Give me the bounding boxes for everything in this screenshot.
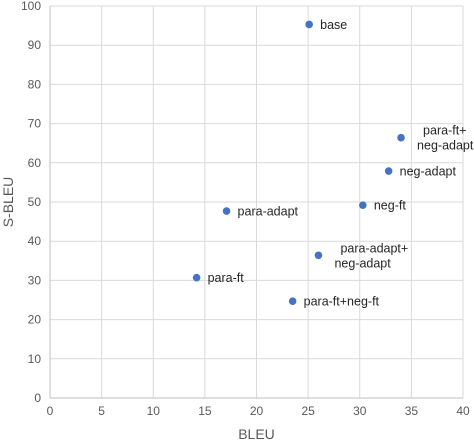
x-tick-label: 40 (456, 404, 470, 418)
data-point (397, 133, 405, 142)
grid-lines (50, 5, 464, 398)
y-tick-label: 0 (34, 391, 41, 405)
data-point (314, 251, 323, 260)
y-tick-label: 60 (28, 156, 42, 170)
data-point (192, 273, 201, 282)
x-tick-label: 15 (198, 404, 212, 418)
x-tick-label: 30 (353, 404, 367, 418)
x-tick-label: 20 (250, 404, 264, 418)
tick-labels: 0 5 10 15 20 25 30 35 40 0 10 20 30 40 50 60 70 80 90 100 (21, 0, 470, 418)
y-tick-label: 40 (28, 234, 42, 248)
data-point (384, 167, 393, 175)
axes (49, 6, 463, 399)
y-tick-label: 90 (28, 38, 42, 52)
y-tick-label: 50 (28, 195, 42, 209)
point-label: para-adapt (238, 205, 299, 219)
y-tick-label: 80 (28, 77, 42, 91)
y-axis-title: S-BLEU (0, 177, 16, 228)
y-tick-label: 10 (28, 352, 42, 366)
y-tick-label: 70 (28, 117, 42, 131)
data-points (192, 20, 405, 305)
point-label: neg-ft (374, 199, 406, 213)
point-label: para-ft+ neg-adapt (417, 124, 474, 153)
x-tick-label: 25 (301, 404, 315, 418)
point-labels: base para-ft+ neg-adapt neg-adapt neg-ft para… (208, 18, 474, 309)
point-label: neg-adapt (400, 165, 457, 179)
point-label: para-ft+neg-ft (304, 295, 380, 309)
x-tick-label: 10 (147, 404, 161, 418)
data-point (222, 207, 231, 215)
point-label: base (320, 18, 347, 32)
data-point (288, 297, 297, 305)
y-tick-label: 20 (28, 313, 42, 327)
y-tick-label: 30 (28, 273, 42, 287)
point-label: para-ft (208, 271, 245, 285)
data-point (305, 20, 313, 29)
x-tick-label: 5 (98, 404, 105, 418)
x-axis-title: BLEU (238, 426, 275, 440)
data-point (359, 201, 367, 209)
x-tick-label: 35 (405, 404, 419, 418)
y-tick-label: 100 (21, 0, 41, 13)
x-tick-label: 0 (47, 404, 54, 418)
point-label: para-adapt+ neg-adapt (334, 241, 408, 270)
